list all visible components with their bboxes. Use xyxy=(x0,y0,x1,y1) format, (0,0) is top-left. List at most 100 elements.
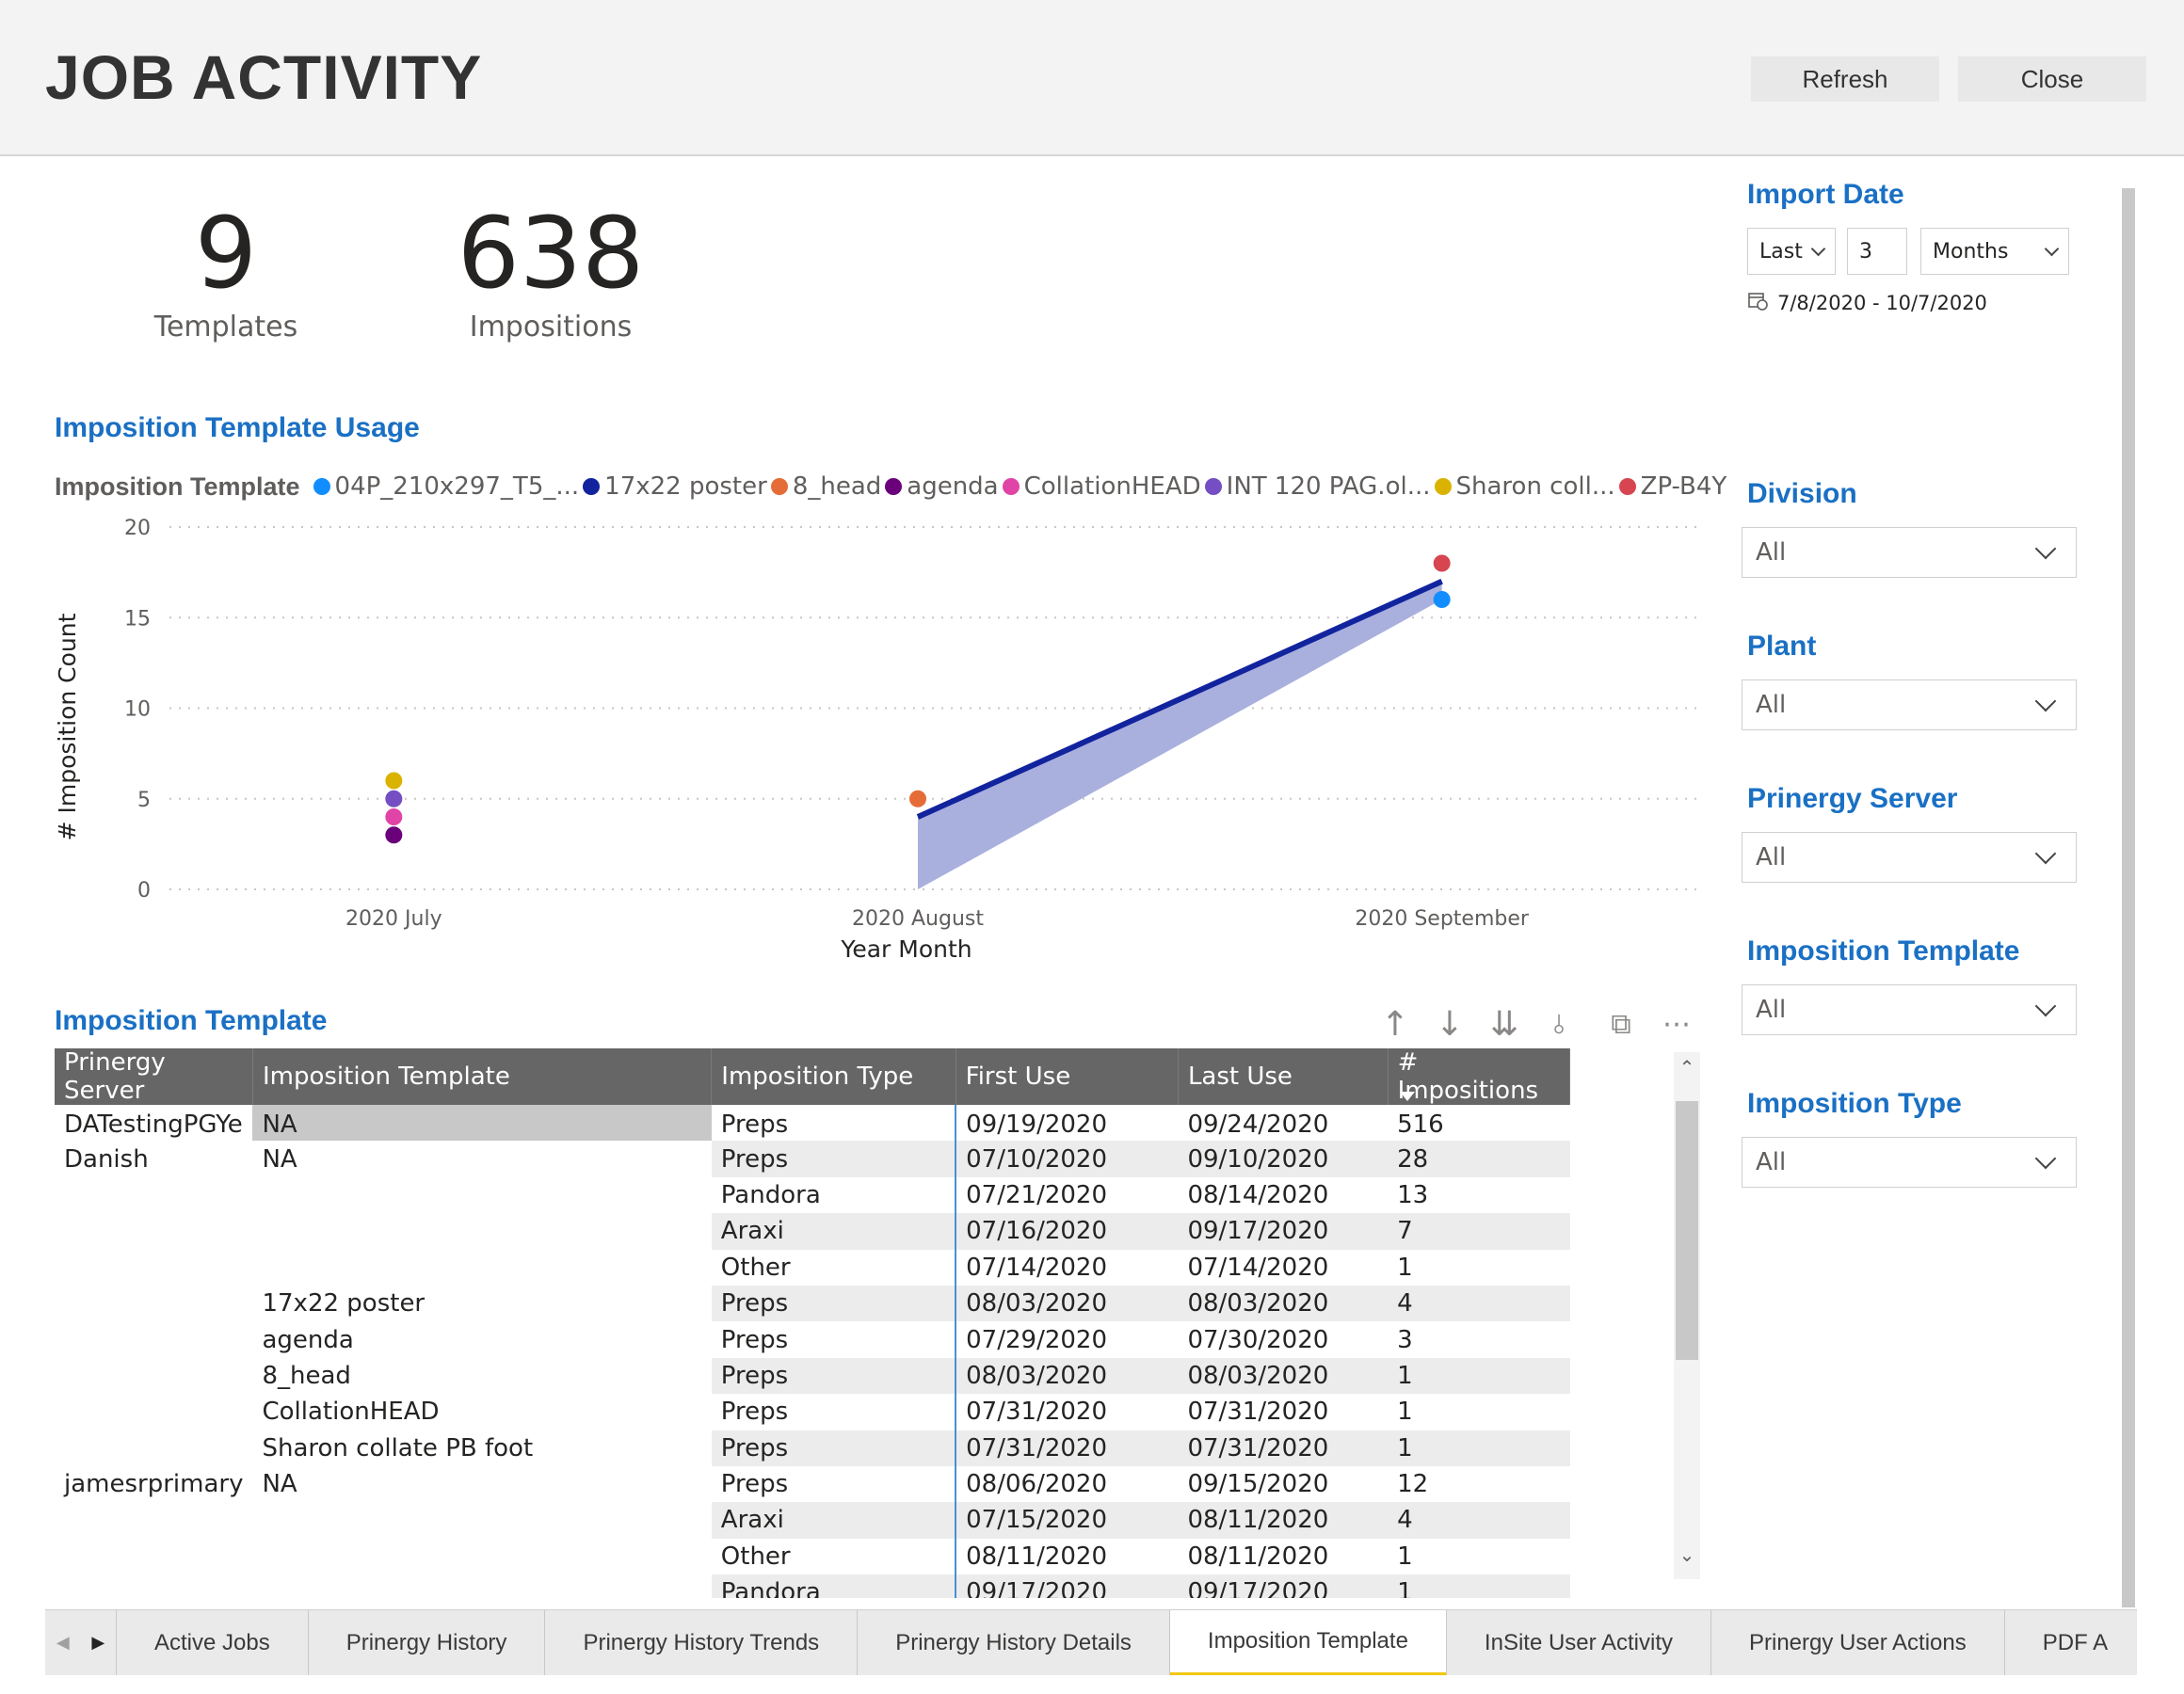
imposition-table: Prinergy Server Imposition Template Imposi… xyxy=(55,1048,1570,1598)
chevron-down-icon xyxy=(2044,241,2060,256)
column-header[interactable]: First Use xyxy=(956,1048,1179,1105)
table-cell: 4 xyxy=(1388,1285,1570,1322)
legend-items: 04P_210x297_T5_... 17x22 poster 8_head agen… xyxy=(313,472,1731,501)
tab-active-jobs[interactable]: Active Jobs xyxy=(117,1610,309,1675)
column-header[interactable]: Imposition Template xyxy=(252,1048,713,1105)
tab-prinergy-history-details[interactable]: Prinergy History Details xyxy=(858,1610,1170,1675)
table-row[interactable]: Araxi 07/16/2020 09/17/2020 7 xyxy=(55,1213,1570,1250)
table-cell: Preps xyxy=(711,1357,957,1395)
imposition-type-dropdown[interactable]: All xyxy=(1742,1137,2077,1188)
column-header[interactable]: Prinergy Server xyxy=(55,1048,253,1105)
imposition-template-dropdown[interactable]: All xyxy=(1742,984,2077,1035)
sort-down-icon[interactable]: ↓ xyxy=(1435,1005,1465,1044)
legend-item[interactable]: CollationHEAD xyxy=(1002,472,1201,501)
legend-dot xyxy=(1204,478,1222,495)
table-row[interactable]: agenda Preps 07/29/2020 07/30/2020 3 xyxy=(55,1321,1570,1358)
column-header[interactable]: Imposition Type xyxy=(711,1048,956,1105)
scroll-up-icon[interactable]: ⌃ xyxy=(1678,1056,1695,1079)
table-cell xyxy=(55,1286,252,1321)
period-unit-value: Months xyxy=(1933,239,2009,264)
legend-item[interactable]: 17x22 poster xyxy=(583,472,767,501)
y-tick-label: 5 xyxy=(137,789,151,812)
tab-imposition-template[interactable]: Imposition Template xyxy=(1169,1610,1447,1675)
legend-item[interactable]: agenda xyxy=(885,472,999,501)
table-cell: 8_head xyxy=(262,1361,351,1390)
period-count-input[interactable]: 3 xyxy=(1847,228,1907,275)
table-cell: CollationHEAD xyxy=(262,1398,440,1427)
period-unit-dropdown[interactable]: Months xyxy=(1920,228,2069,275)
table-cell xyxy=(252,1574,711,1598)
legend-label: 8_head xyxy=(792,472,882,501)
table-cell: NA xyxy=(262,1470,297,1499)
x-tick-label: 2020 July xyxy=(345,907,442,931)
legend-label: CollationHEAD xyxy=(1023,472,1201,501)
legend-item[interactable]: Sharon coll... xyxy=(1434,472,1615,501)
table-scrollbar-thumb[interactable] xyxy=(1676,1101,1698,1360)
legend-item[interactable]: ZP-B4Y xyxy=(1618,472,1727,501)
y-tick-label: 10 xyxy=(124,698,151,722)
table-row[interactable]: jamesrprimary NA Preps 08/06/2020 09/15/2020… xyxy=(55,1465,1570,1503)
table-row[interactable]: Pandora 07/21/2020 08/14/2020 13 xyxy=(55,1176,1570,1214)
table-cell: 08/14/2020 xyxy=(1187,1180,1329,1209)
table-row[interactable]: Other 07/14/2020 07/14/2020 1 xyxy=(55,1249,1570,1286)
legend-item[interactable]: INT 120 PAG.ol... xyxy=(1204,472,1431,501)
expand-all-icon[interactable]: ⫰ xyxy=(1552,1008,1566,1040)
table-cell: 1 xyxy=(1397,1542,1413,1571)
table-cell: Danish xyxy=(64,1144,149,1174)
division-dropdown[interactable]: All xyxy=(1742,527,2077,578)
table-row[interactable]: Sharon collate PB foot Preps 07/31/2020 07/… xyxy=(55,1430,1570,1466)
focus-mode-icon[interactable]: ⧉ xyxy=(1611,1008,1631,1041)
table-row[interactable]: 8_head Preps 08/03/2020 08/03/2020 1 xyxy=(55,1357,1570,1395)
table-cell xyxy=(55,1539,252,1574)
division-value: All xyxy=(1756,538,1787,567)
table-cell: 09/19/2020 xyxy=(966,1111,1107,1140)
tab-pdf-a[interactable]: PDF A xyxy=(2005,1610,2137,1675)
sort-up-icon[interactable]: ↑ xyxy=(1380,1005,1410,1044)
page-scrollbar[interactable] xyxy=(2122,188,2135,1607)
plant-dropdown[interactable]: All xyxy=(1742,679,2077,730)
close-button[interactable]: Close xyxy=(1958,56,2146,102)
imposition-usage-chart: 0 5 10 15 20 2020 July 2020 August 2020 Septemb… xyxy=(54,517,1704,960)
table-title: Imposition Template xyxy=(55,1005,328,1036)
table-cell: Preps xyxy=(711,1394,957,1430)
tab-insite-user-activity[interactable]: InSite User Activity xyxy=(1447,1610,1711,1675)
prinergy-server-dropdown[interactable]: All xyxy=(1742,832,2077,883)
refresh-button[interactable]: Refresh xyxy=(1751,56,1939,102)
table-row[interactable]: Other 08/11/2020 08/11/2020 1 xyxy=(55,1538,1570,1575)
table-cell xyxy=(252,1502,711,1538)
legend-item[interactable]: 04P_210x297_T5_... xyxy=(313,472,579,501)
table-row[interactable]: Pandora 09/17/2020 09/17/2020 1 xyxy=(55,1574,1570,1598)
column-header[interactable]: Last Use xyxy=(1178,1048,1389,1105)
tab-prinergy-history-trends[interactable]: Prinergy History Trends xyxy=(545,1610,859,1675)
table-row[interactable]: Araxi 07/15/2020 08/11/2020 4 xyxy=(55,1502,1570,1539)
more-options-icon[interactable]: ⋯ xyxy=(1662,1008,1691,1041)
legend-label: ZP-B4Y xyxy=(1640,472,1727,501)
tab-prinergy-user-actions[interactable]: Prinergy User Actions xyxy=(1711,1610,2005,1675)
table-row[interactable]: CollationHEAD Preps 07/31/2020 07/31/2020 1 xyxy=(55,1394,1570,1430)
table-cell: 3 xyxy=(1397,1325,1413,1354)
column-header[interactable]: # Impositions xyxy=(1388,1048,1570,1105)
kpi-value: 9 xyxy=(194,196,258,311)
table-cell: Preps xyxy=(711,1285,957,1322)
table-row[interactable]: Danish NA Preps 07/10/2020 09/10/2020 28 xyxy=(55,1141,1570,1177)
table-cell: 1 xyxy=(1397,1253,1413,1282)
chevron-down-icon xyxy=(2034,537,2057,560)
tab-next-icon[interactable]: ▶ xyxy=(91,1633,105,1653)
date-range-text: 7/8/2020 - 10/7/2020 xyxy=(1777,291,1987,314)
relative-dropdown[interactable]: Last xyxy=(1747,228,1836,275)
tab-nav: ◀ ▶ xyxy=(45,1610,117,1675)
chevron-down-icon xyxy=(2034,842,2057,865)
tab-prinergy-history[interactable]: Prinergy History xyxy=(309,1610,546,1675)
table-cell: Preps xyxy=(711,1430,957,1466)
legend-item[interactable]: 8_head xyxy=(770,472,882,501)
x-tick-label: 2020 August xyxy=(852,907,984,931)
tab-prev-icon[interactable]: ◀ xyxy=(56,1633,70,1653)
expand-level-icon[interactable]: ⇊ xyxy=(1489,1005,1519,1044)
page-title: JOB ACTIVITY xyxy=(45,42,483,112)
scroll-down-icon[interactable]: ⌄ xyxy=(1678,1543,1695,1566)
table-row[interactable]: 17x22 poster Preps 08/03/2020 08/03/2020 4 xyxy=(55,1285,1570,1322)
data-point xyxy=(385,808,403,825)
table-cell xyxy=(55,1574,252,1598)
y-tick-label: 0 xyxy=(137,879,151,903)
table-row[interactable]: DATestingPGYe NA Preps 09/19/2020 09/24/2020… xyxy=(55,1105,1570,1142)
